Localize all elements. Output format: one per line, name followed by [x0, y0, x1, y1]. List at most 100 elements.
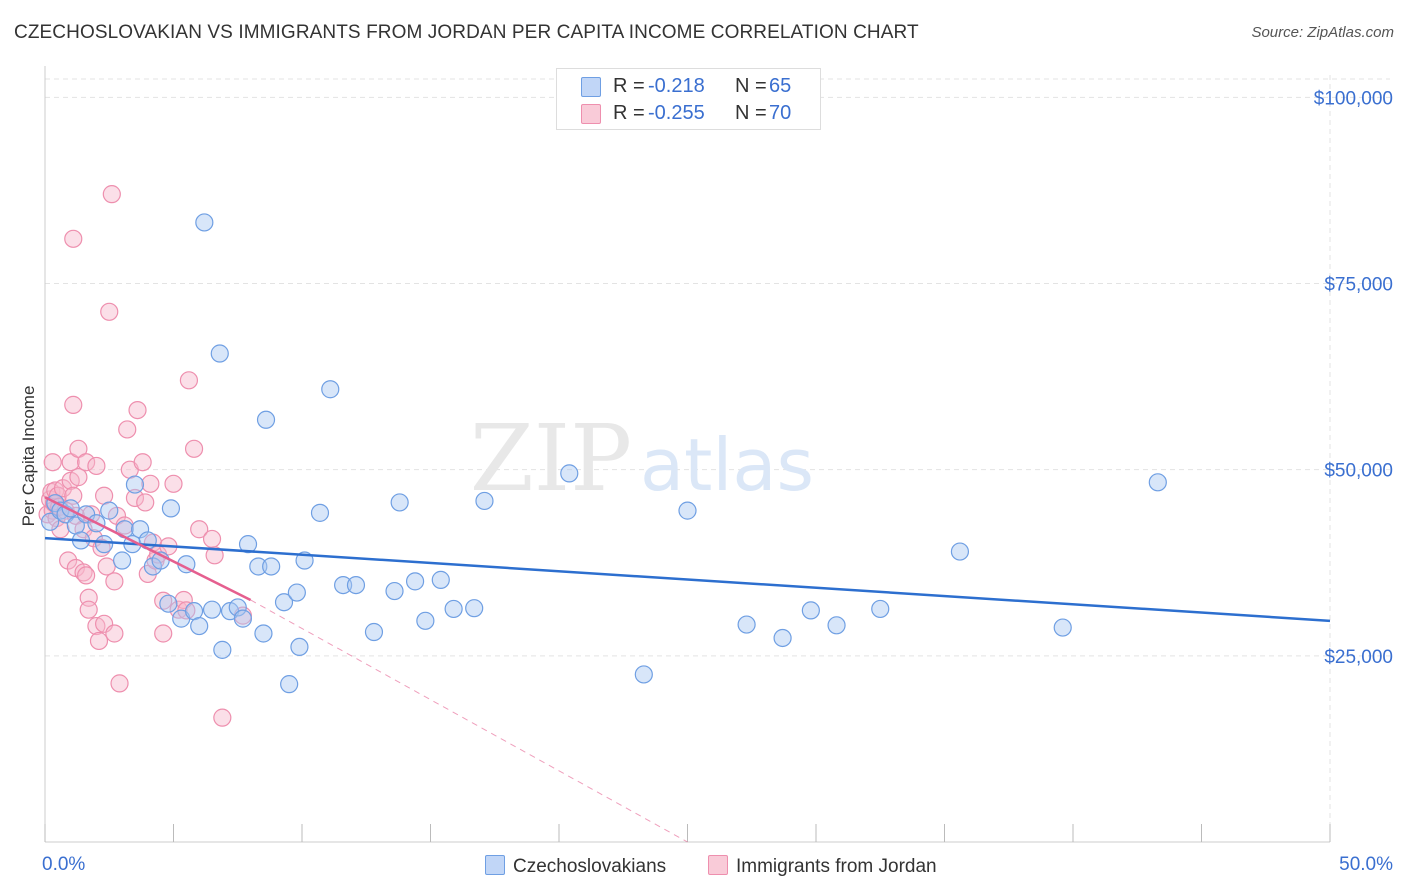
czechoslovakian-point	[405, 572, 425, 591]
jordan-point	[205, 546, 224, 565]
czechoslovakian-point	[634, 665, 653, 684]
czechoslovakian-point	[678, 501, 697, 520]
czechoslovakian-point	[560, 464, 579, 483]
czechoslovakian-point	[280, 675, 299, 694]
czechoslovakian-point	[310, 503, 330, 522]
jordan-point	[164, 474, 183, 493]
jordan-point	[77, 453, 96, 472]
jordan-point	[105, 572, 124, 591]
legend-item-jordan[interactable]: Immigrants from Jordan	[708, 852, 937, 878]
czechoslovakian-point	[274, 593, 294, 612]
czechoslovakian-point	[95, 535, 114, 554]
czechoslovakian-point	[737, 615, 756, 634]
watermark-zip: ZIP	[470, 405, 632, 512]
czechoslovakian-point	[416, 611, 435, 630]
czechoslovakian-point	[1148, 473, 1167, 492]
y-tick-labels: $25,000 $50,000 $75,000 $100,000	[1314, 88, 1393, 667]
czechoslovakian-point	[390, 493, 409, 512]
jordan-point	[59, 551, 78, 570]
jordan-trend-extension	[250, 599, 688, 843]
czechoslovakian-point	[161, 499, 181, 518]
czechoslovakian-point	[827, 616, 846, 635]
jordan-point	[154, 624, 173, 643]
czechoslovakian-point	[475, 491, 494, 511]
czechoslovakian-point	[125, 475, 145, 494]
r-value: -0.218	[648, 75, 705, 97]
czechoslovakian-point	[950, 542, 970, 561]
jordan-point	[97, 557, 116, 576]
jordan-point	[64, 395, 83, 414]
czechoslovakian-point	[334, 575, 353, 595]
x-tick-labels: 0.0% 50.0%	[42, 854, 1393, 875]
jordan-point	[87, 456, 106, 476]
czechoslovakian-point	[249, 557, 268, 576]
czechoslovakian-point	[100, 501, 119, 520]
y-tick-label: $50,000	[1324, 461, 1393, 482]
czechoslovakians-trend-line	[44, 536, 1331, 623]
czechoslovakian-point	[871, 599, 890, 619]
jordan-point	[100, 302, 119, 321]
czechoslovakian-point	[213, 640, 232, 659]
immigrants-from-jordan-points	[38, 185, 252, 727]
n-label: N =	[735, 102, 767, 124]
czechoslovakian-point	[346, 575, 366, 595]
watermark-atlas: atlas	[640, 423, 814, 507]
czechoslovakian-point	[290, 637, 309, 656]
jordan-point	[184, 439, 204, 458]
y-tick-label: $75,000	[1324, 275, 1393, 296]
x-tick-label: 50.0%	[1339, 854, 1393, 875]
jordan-point	[64, 229, 83, 248]
czechoslovakian-point	[385, 581, 404, 601]
jordan-point	[53, 479, 73, 498]
jordan-point	[102, 185, 121, 204]
legend-item-czechoslovakians[interactable]: Czechoslovakians	[485, 852, 666, 878]
czechoslovakian-point	[210, 344, 229, 363]
legend-blue-swatch	[485, 855, 505, 875]
jordan-point	[174, 590, 193, 610]
pink-swatch	[581, 104, 601, 124]
chart-title: CZECHOSLOVAKIAN VS IMMIGRANTS FROM JORDA…	[14, 22, 919, 43]
legend-label: Immigrants from Jordan	[736, 856, 937, 877]
jordan-point	[61, 453, 80, 472]
r-label: R =	[613, 75, 645, 97]
jordan-point	[118, 420, 137, 439]
jordan-point	[69, 439, 88, 458]
jordan-point	[154, 591, 173, 610]
czechoslovakian-point	[41, 512, 60, 531]
czechoslovakian-point	[256, 410, 276, 429]
czechoslovakian-point	[1053, 618, 1072, 637]
trend-lines	[44, 496, 1331, 843]
jordan-point	[74, 563, 93, 582]
czechoslovakian-point	[321, 380, 340, 399]
jordan-point	[77, 566, 96, 585]
r-label: R =	[613, 102, 645, 124]
y-tick-label: $25,000	[1324, 647, 1393, 668]
czechoslovakian-point	[238, 535, 258, 554]
czechoslovakian-point	[801, 601, 820, 620]
czechoslovakian-point	[364, 622, 384, 642]
jordan-point	[89, 631, 109, 651]
jordan-point	[128, 400, 147, 420]
jordan-point	[141, 474, 160, 493]
jordan-point	[69, 468, 88, 487]
czechoslovakian-point	[195, 213, 214, 232]
czechoslovakian-point	[287, 583, 306, 602]
jordan-point	[133, 453, 152, 472]
jordan-point	[213, 708, 232, 727]
czechoslovakian-point	[202, 600, 222, 619]
jordan-point	[179, 371, 199, 390]
n-value: 65	[769, 75, 792, 97]
jordan-point	[43, 453, 62, 472]
n-label: N =	[735, 75, 767, 97]
jordan-point	[110, 674, 129, 693]
czechoslovakian-point	[444, 599, 463, 619]
czechoslovakian-point	[159, 594, 178, 613]
czechoslovakian-point	[228, 598, 247, 617]
czechoslovakian-point	[431, 570, 450, 589]
jordan-point	[79, 600, 98, 619]
czechoslovakian-point	[112, 551, 132, 570]
jordan-trend-line	[44, 496, 252, 602]
czechoslovakian-point	[773, 628, 792, 648]
jordan-point	[125, 488, 145, 508]
